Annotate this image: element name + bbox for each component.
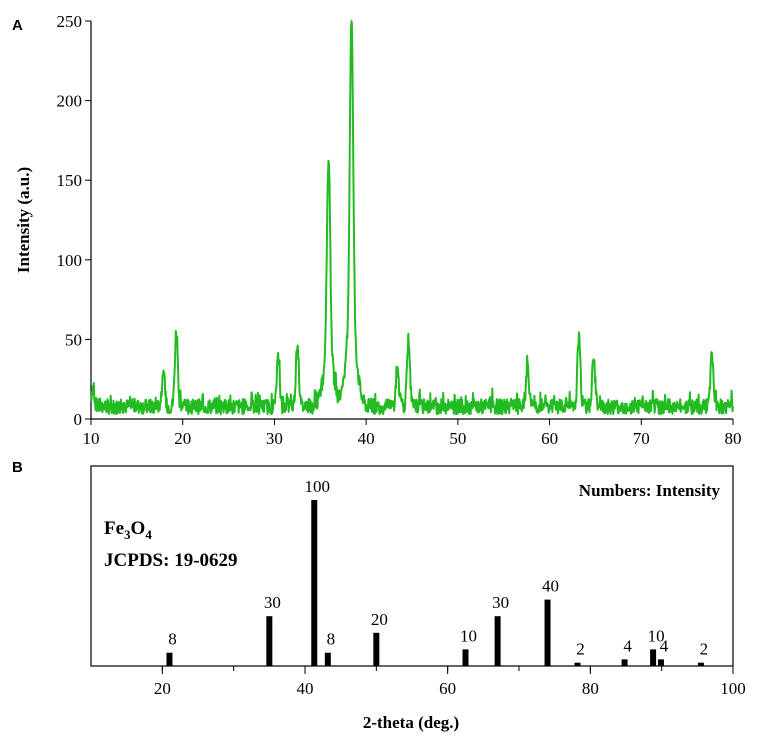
panel-b-bar-label: 40: [542, 577, 559, 596]
panel-b-bar-label: 30: [264, 593, 281, 612]
panel-a-x-tick-label: 50: [449, 429, 466, 448]
panel-b-card-number: JCPDS: 19-0629: [104, 550, 238, 571]
panel-b-bar: [574, 662, 581, 666]
panel-b-bar-label: 100: [305, 477, 331, 496]
panel-b-bar-label: 10: [460, 626, 477, 645]
panel-b-bar: [544, 599, 551, 666]
panel-a-axes: [90, 21, 733, 420]
panel-b-x-tick-label: 60: [439, 679, 456, 698]
panel-a-letter: A: [12, 17, 23, 34]
panel-b-bar-label: 4: [660, 636, 669, 655]
panel-b-bar: [621, 659, 628, 666]
panel-b-bar-label: 4: [623, 636, 632, 655]
panel-b-letter: B: [12, 459, 23, 476]
panel-a-x-tick-label: 80: [725, 429, 742, 448]
panel-a-x-tick-label: 10: [83, 429, 100, 448]
panel-a-x-tick-label: 30: [266, 429, 283, 448]
panel-b-bar-label: 8: [168, 630, 177, 649]
panel-b-bar: [373, 632, 380, 666]
panel-b-ticks: 20 40 60 80 100: [154, 666, 746, 698]
panel-b-bar: [324, 652, 331, 666]
panel-b-bar: [462, 649, 469, 666]
panel-b-frame: [90, 465, 734, 667]
panel-b-x-tick-label: 20: [154, 679, 171, 698]
panel-b-bar-label: 20: [371, 610, 388, 629]
panel-a-x-tick-label: 70: [633, 429, 650, 448]
panel-b-bar-label: 2: [700, 640, 709, 659]
panel-b-bar-label: 8: [327, 630, 336, 649]
panel-b-bar-label: 30: [492, 593, 509, 612]
panel-b-x-tick-label: 40: [297, 679, 314, 698]
panel-a-x-tick-label: 40: [358, 429, 375, 448]
panel-b-bar-label: 2: [576, 640, 585, 659]
panel-b-compound-formula: Fe3O4: [104, 518, 152, 542]
panel-a-x-tick-label: 20: [174, 429, 191, 448]
panel-a-y-tick-label: 50: [65, 330, 82, 349]
panel-b-x-tick-label: 80: [582, 679, 599, 698]
panel-a-x-tick-label: 60: [541, 429, 558, 448]
panel-a-series-line: [90, 20, 734, 416]
panel-b-axes: [90, 465, 734, 667]
panel-a-y-tick-label: 150: [57, 171, 83, 190]
panel-b-bar: [166, 652, 173, 666]
panel-a-ticks: 0 50 100 150 200 250 10 20 30 40 50 60 70 80: [57, 12, 742, 448]
panel-b-bar: [266, 616, 273, 666]
panel-b-x-axis-title: 2-theta (deg.): [363, 713, 459, 732]
panel-b-bar: [311, 500, 318, 666]
panel-b-bar: [697, 662, 704, 666]
panel-a-y-axis-title: Intensity (a.u.): [14, 167, 33, 273]
panel-a-y-tick-label: 250: [57, 12, 83, 31]
panel-b-bar: [650, 649, 657, 666]
panel-a-y-tick-label: 0: [74, 410, 83, 429]
panel-a: A Intensity (a.u.) 0 50 100 150 200 250 10 20 30…: [12, 12, 742, 448]
panel-b-bar: [494, 616, 501, 666]
panel-b-bar-label: 10: [648, 626, 665, 645]
panel-a-y-tick-label: 100: [57, 251, 83, 270]
panel-a-y-tick-label: 200: [57, 92, 83, 111]
panel-b-legend-note: Numbers: Intensity: [579, 481, 721, 500]
panel-b-bar: [657, 659, 664, 666]
panel-b-x-tick-label: 100: [720, 679, 746, 698]
